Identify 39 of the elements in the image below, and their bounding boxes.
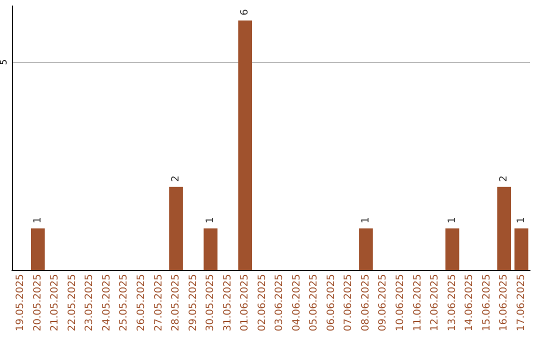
x-tick-label: 13.06.2025 <box>446 274 458 332</box>
x-tick-label: 17.06.2025 <box>516 274 527 332</box>
x-tick-label: 04.06.2025 <box>291 274 302 332</box>
data-label: 1 <box>516 217 527 224</box>
x-tick-label: 05.06.2025 <box>308 274 320 332</box>
data-label: 1 <box>32 217 44 224</box>
x-tick-label: 07.06.2025 <box>343 274 354 332</box>
x-tick-label: 26.05.2025 <box>136 274 147 332</box>
x-tick-label: 14.06.2025 <box>464 274 476 332</box>
data-label: 6 <box>240 9 251 16</box>
x-tick-label: 12.06.2025 <box>430 274 441 332</box>
x-tick-label: 10.06.2025 <box>395 274 406 332</box>
data-label: 2 <box>498 175 510 182</box>
x-tick-label: 30.05.2025 <box>205 274 216 332</box>
x-tick-label: 27.05.2025 <box>153 274 164 332</box>
x-tick-label: 16.06.2025 <box>498 274 510 332</box>
x-tick-label: 29.05.2025 <box>188 274 199 332</box>
x-tick-label: 31.05.2025 <box>222 274 234 332</box>
data-label: 1 <box>205 217 216 224</box>
data-label: 1 <box>446 217 458 224</box>
x-tick-label: 23.05.2025 <box>84 274 96 332</box>
x-tick-label: 21.05.2025 <box>50 274 61 332</box>
x-tick-label: 08.06.2025 <box>360 274 372 332</box>
data-label: 1 <box>360 217 372 224</box>
x-tick-label: 19.05.2025 <box>15 274 26 332</box>
x-tick-label: 03.06.2025 <box>274 274 286 332</box>
x-tick-label: 09.06.2025 <box>378 274 389 332</box>
x-tick-label: 01.06.2025 <box>240 274 251 332</box>
x-tick-label: 11.06.2025 <box>412 274 424 332</box>
x-tick-label: 24.05.2025 <box>101 274 112 332</box>
x-tick-label: 22.05.2025 <box>66 274 78 332</box>
x-tick-label: 25.05.2025 <box>118 274 130 332</box>
x-tick-label: 15.06.2025 <box>481 274 492 332</box>
x-tick-label: 02.06.2025 <box>256 274 268 332</box>
x-tick-label: 20.05.2025 <box>32 274 44 332</box>
x-tick-label: 06.06.2025 <box>326 274 337 332</box>
x-tick-label: 28.05.2025 <box>170 274 182 332</box>
y-tick-label: 5 <box>0 59 10 65</box>
data-label: 2 <box>170 175 182 182</box>
